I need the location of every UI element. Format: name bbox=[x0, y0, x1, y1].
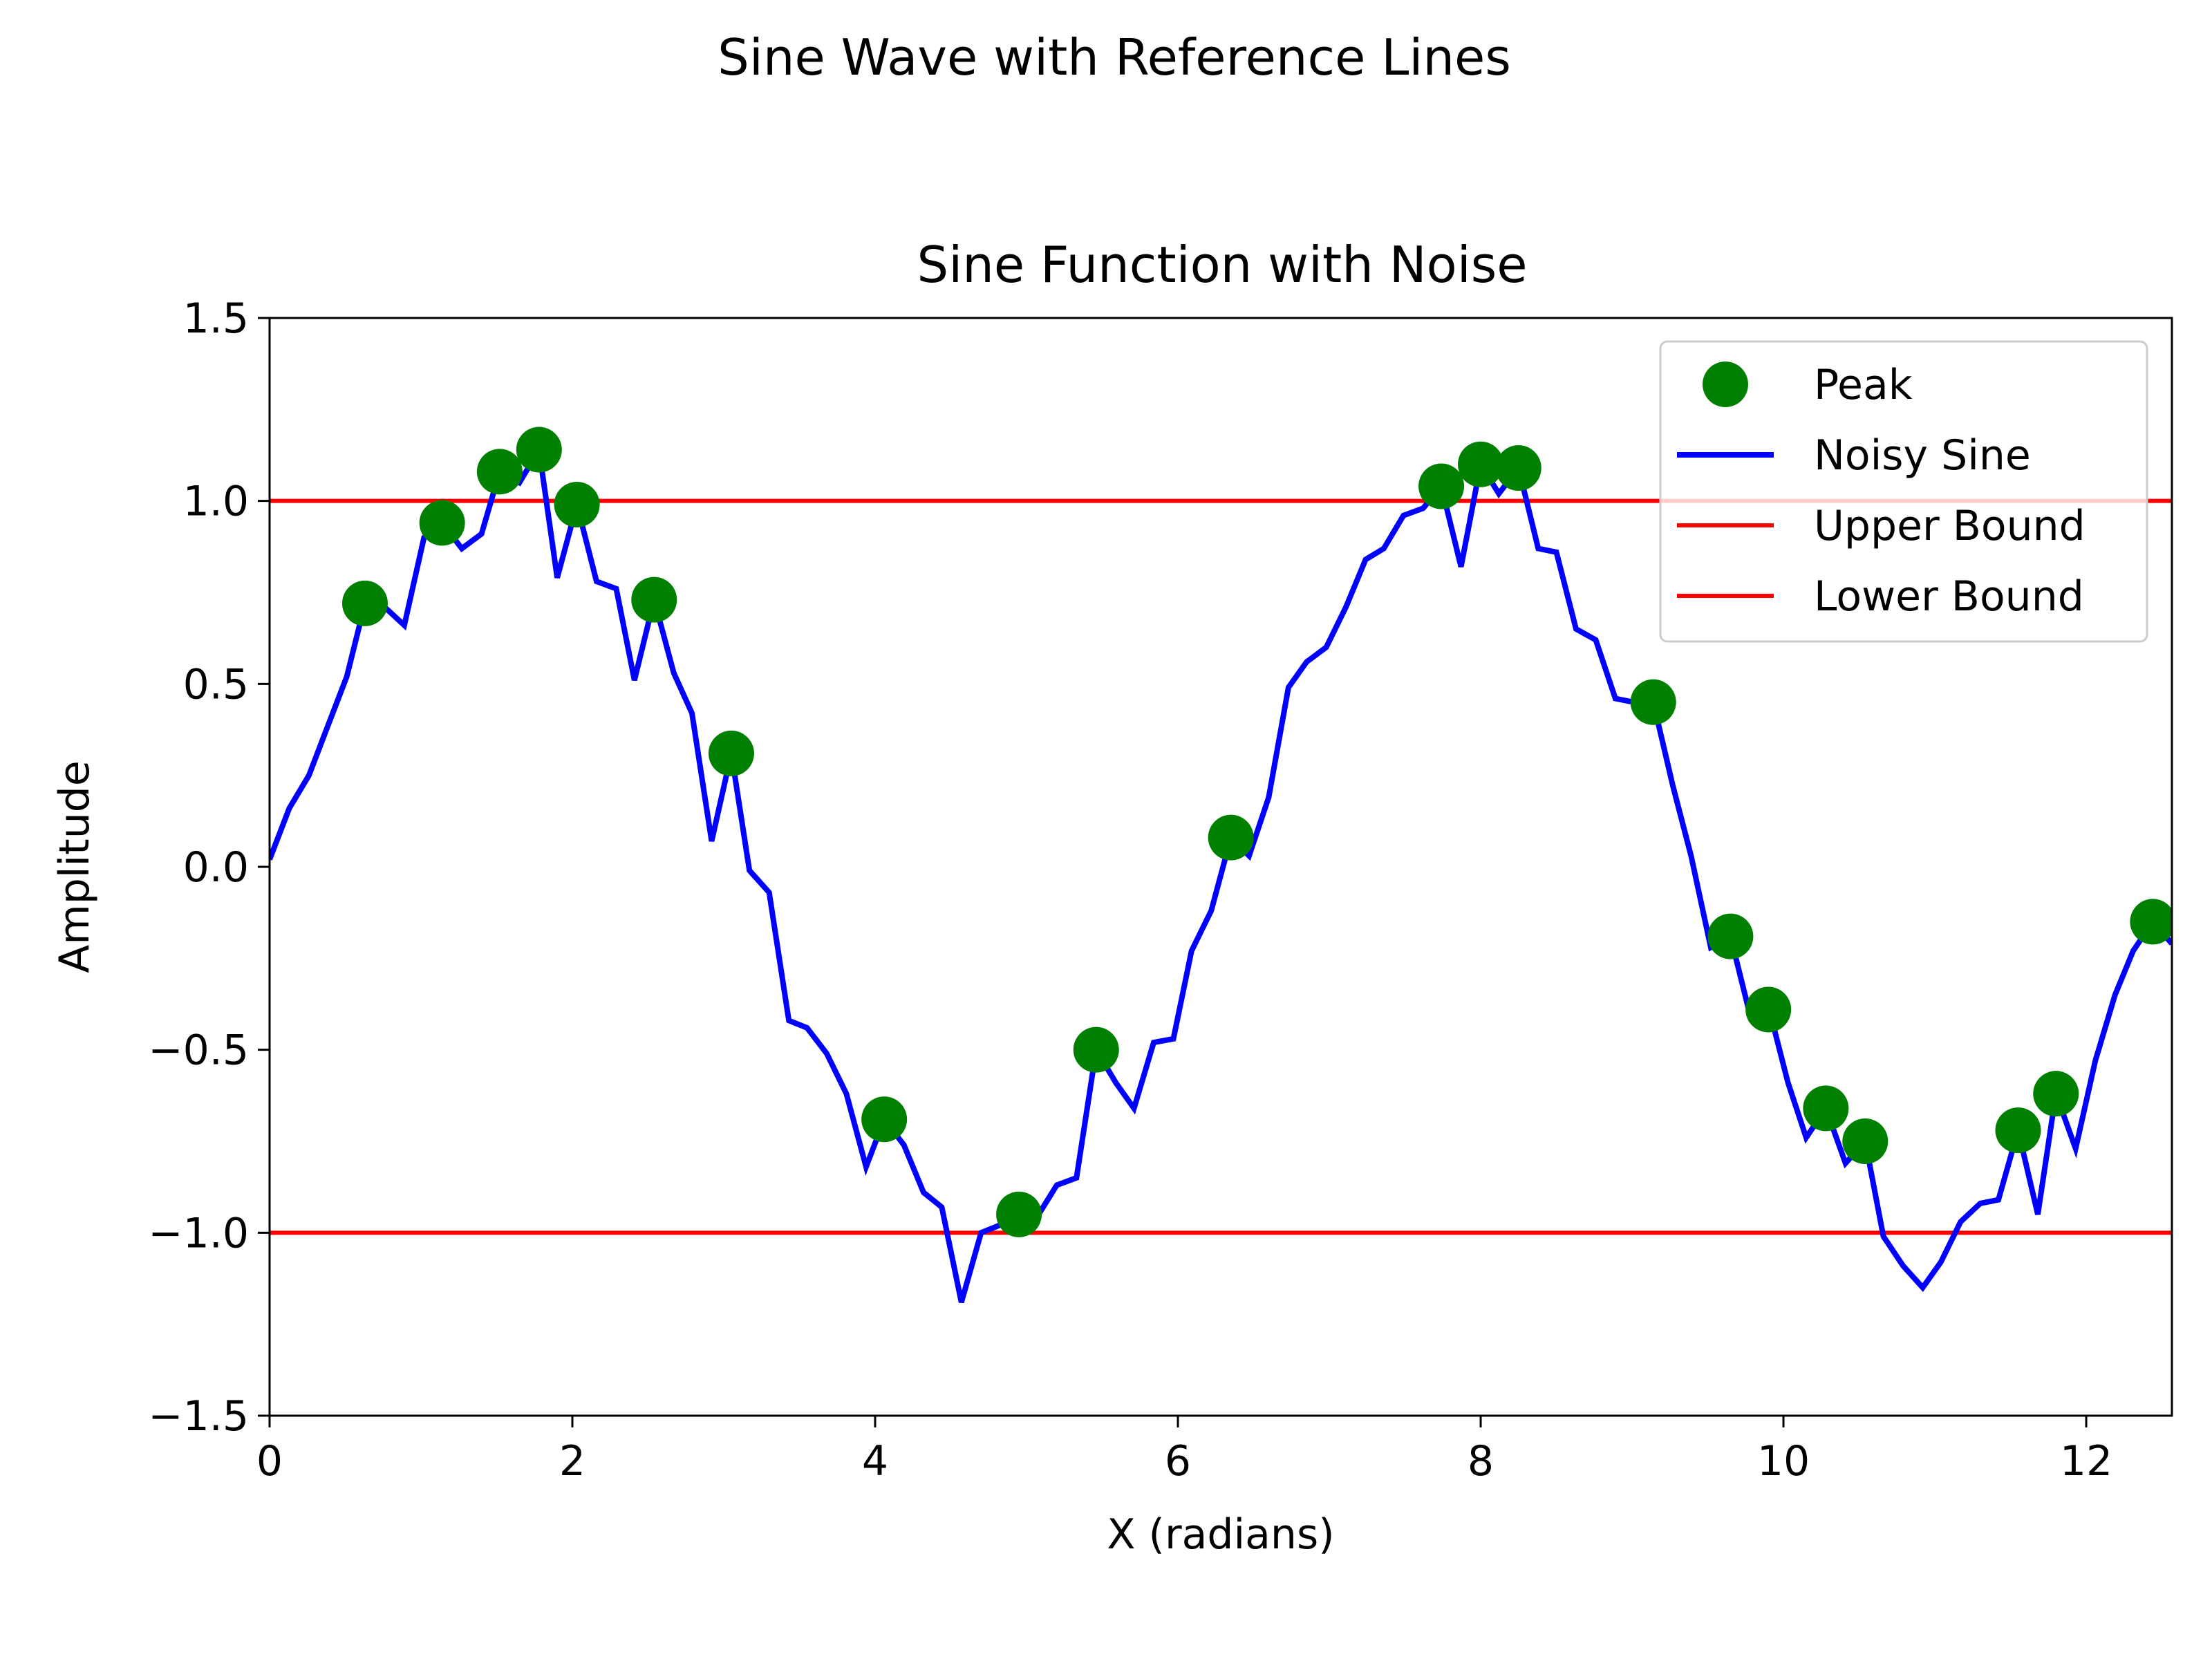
x-tick-label: 2 bbox=[559, 1437, 585, 1485]
peak-marker bbox=[2033, 1071, 2079, 1117]
peak-marker bbox=[1495, 445, 1541, 491]
legend-frame bbox=[1659, 340, 2148, 643]
peak-marker bbox=[1803, 1085, 1849, 1132]
peak-marker bbox=[861, 1096, 908, 1143]
x-tick-label: 10 bbox=[1757, 1437, 1810, 1485]
peak-marker bbox=[1458, 441, 1504, 487]
y-tick-label: 0.5 bbox=[183, 660, 249, 709]
x-axis-label: X (radians) bbox=[1107, 1510, 1334, 1559]
peak-marker bbox=[996, 1191, 1042, 1237]
x-tick-label: 6 bbox=[1165, 1437, 1191, 1485]
peak-marker bbox=[1995, 1107, 2041, 1154]
peak-marker bbox=[1842, 1118, 1888, 1164]
legend-label: Upper Bound bbox=[1814, 502, 2086, 550]
peak-marker bbox=[1418, 463, 1465, 509]
figure-suptitle: Sine Wave with Reference Lines bbox=[718, 28, 1511, 86]
y-tick-label: −1.5 bbox=[148, 1392, 249, 1441]
y-axis-label: Amplitude bbox=[50, 760, 99, 973]
legend-marker-peak bbox=[1703, 362, 1748, 407]
x-tick-label: 0 bbox=[256, 1437, 283, 1485]
x-tick-label: 8 bbox=[1468, 1437, 1494, 1485]
peak-marker bbox=[516, 427, 562, 473]
peak-marker bbox=[708, 730, 754, 776]
peak-marker bbox=[1745, 986, 1792, 1033]
peak-marker bbox=[476, 449, 523, 495]
peak-marker bbox=[2130, 899, 2172, 945]
peak-marker bbox=[554, 481, 600, 527]
y-tick-label: −1.0 bbox=[148, 1209, 249, 1257]
legend-label: Lower Bound bbox=[1814, 572, 2084, 621]
y-tick-label: 0.0 bbox=[183, 843, 249, 892]
legend-label: Noisy Sine bbox=[1814, 431, 2031, 480]
peak-marker bbox=[1707, 913, 1754, 959]
peak-marker bbox=[1073, 1027, 1119, 1073]
peak-marker bbox=[1208, 814, 1254, 861]
legend-label: Peak bbox=[1814, 361, 1913, 409]
peak-marker bbox=[1630, 679, 1676, 725]
legend: Peak Noisy Sine Upper Bound Lower Bound bbox=[1659, 340, 2148, 643]
y-tick-label: 1.5 bbox=[183, 294, 249, 343]
x-tick-label: 4 bbox=[862, 1437, 888, 1485]
x-axis-ticks: 0 2 4 6 8 10 12 bbox=[256, 1416, 2112, 1485]
y-axis-ticks: −1.5 −1.0 −0.5 0.0 0.5 1.0 1.5 bbox=[148, 294, 270, 1441]
peak-markers bbox=[341, 427, 2172, 1237]
peak-marker bbox=[631, 577, 677, 623]
x-tick-label: 12 bbox=[2060, 1437, 2112, 1485]
peak-marker bbox=[341, 580, 388, 626]
peak-marker bbox=[419, 500, 465, 546]
chart-title: Sine Function with Noise bbox=[917, 236, 1527, 294]
y-tick-label: 1.0 bbox=[183, 478, 249, 526]
y-tick-label: −0.5 bbox=[148, 1027, 249, 1075]
